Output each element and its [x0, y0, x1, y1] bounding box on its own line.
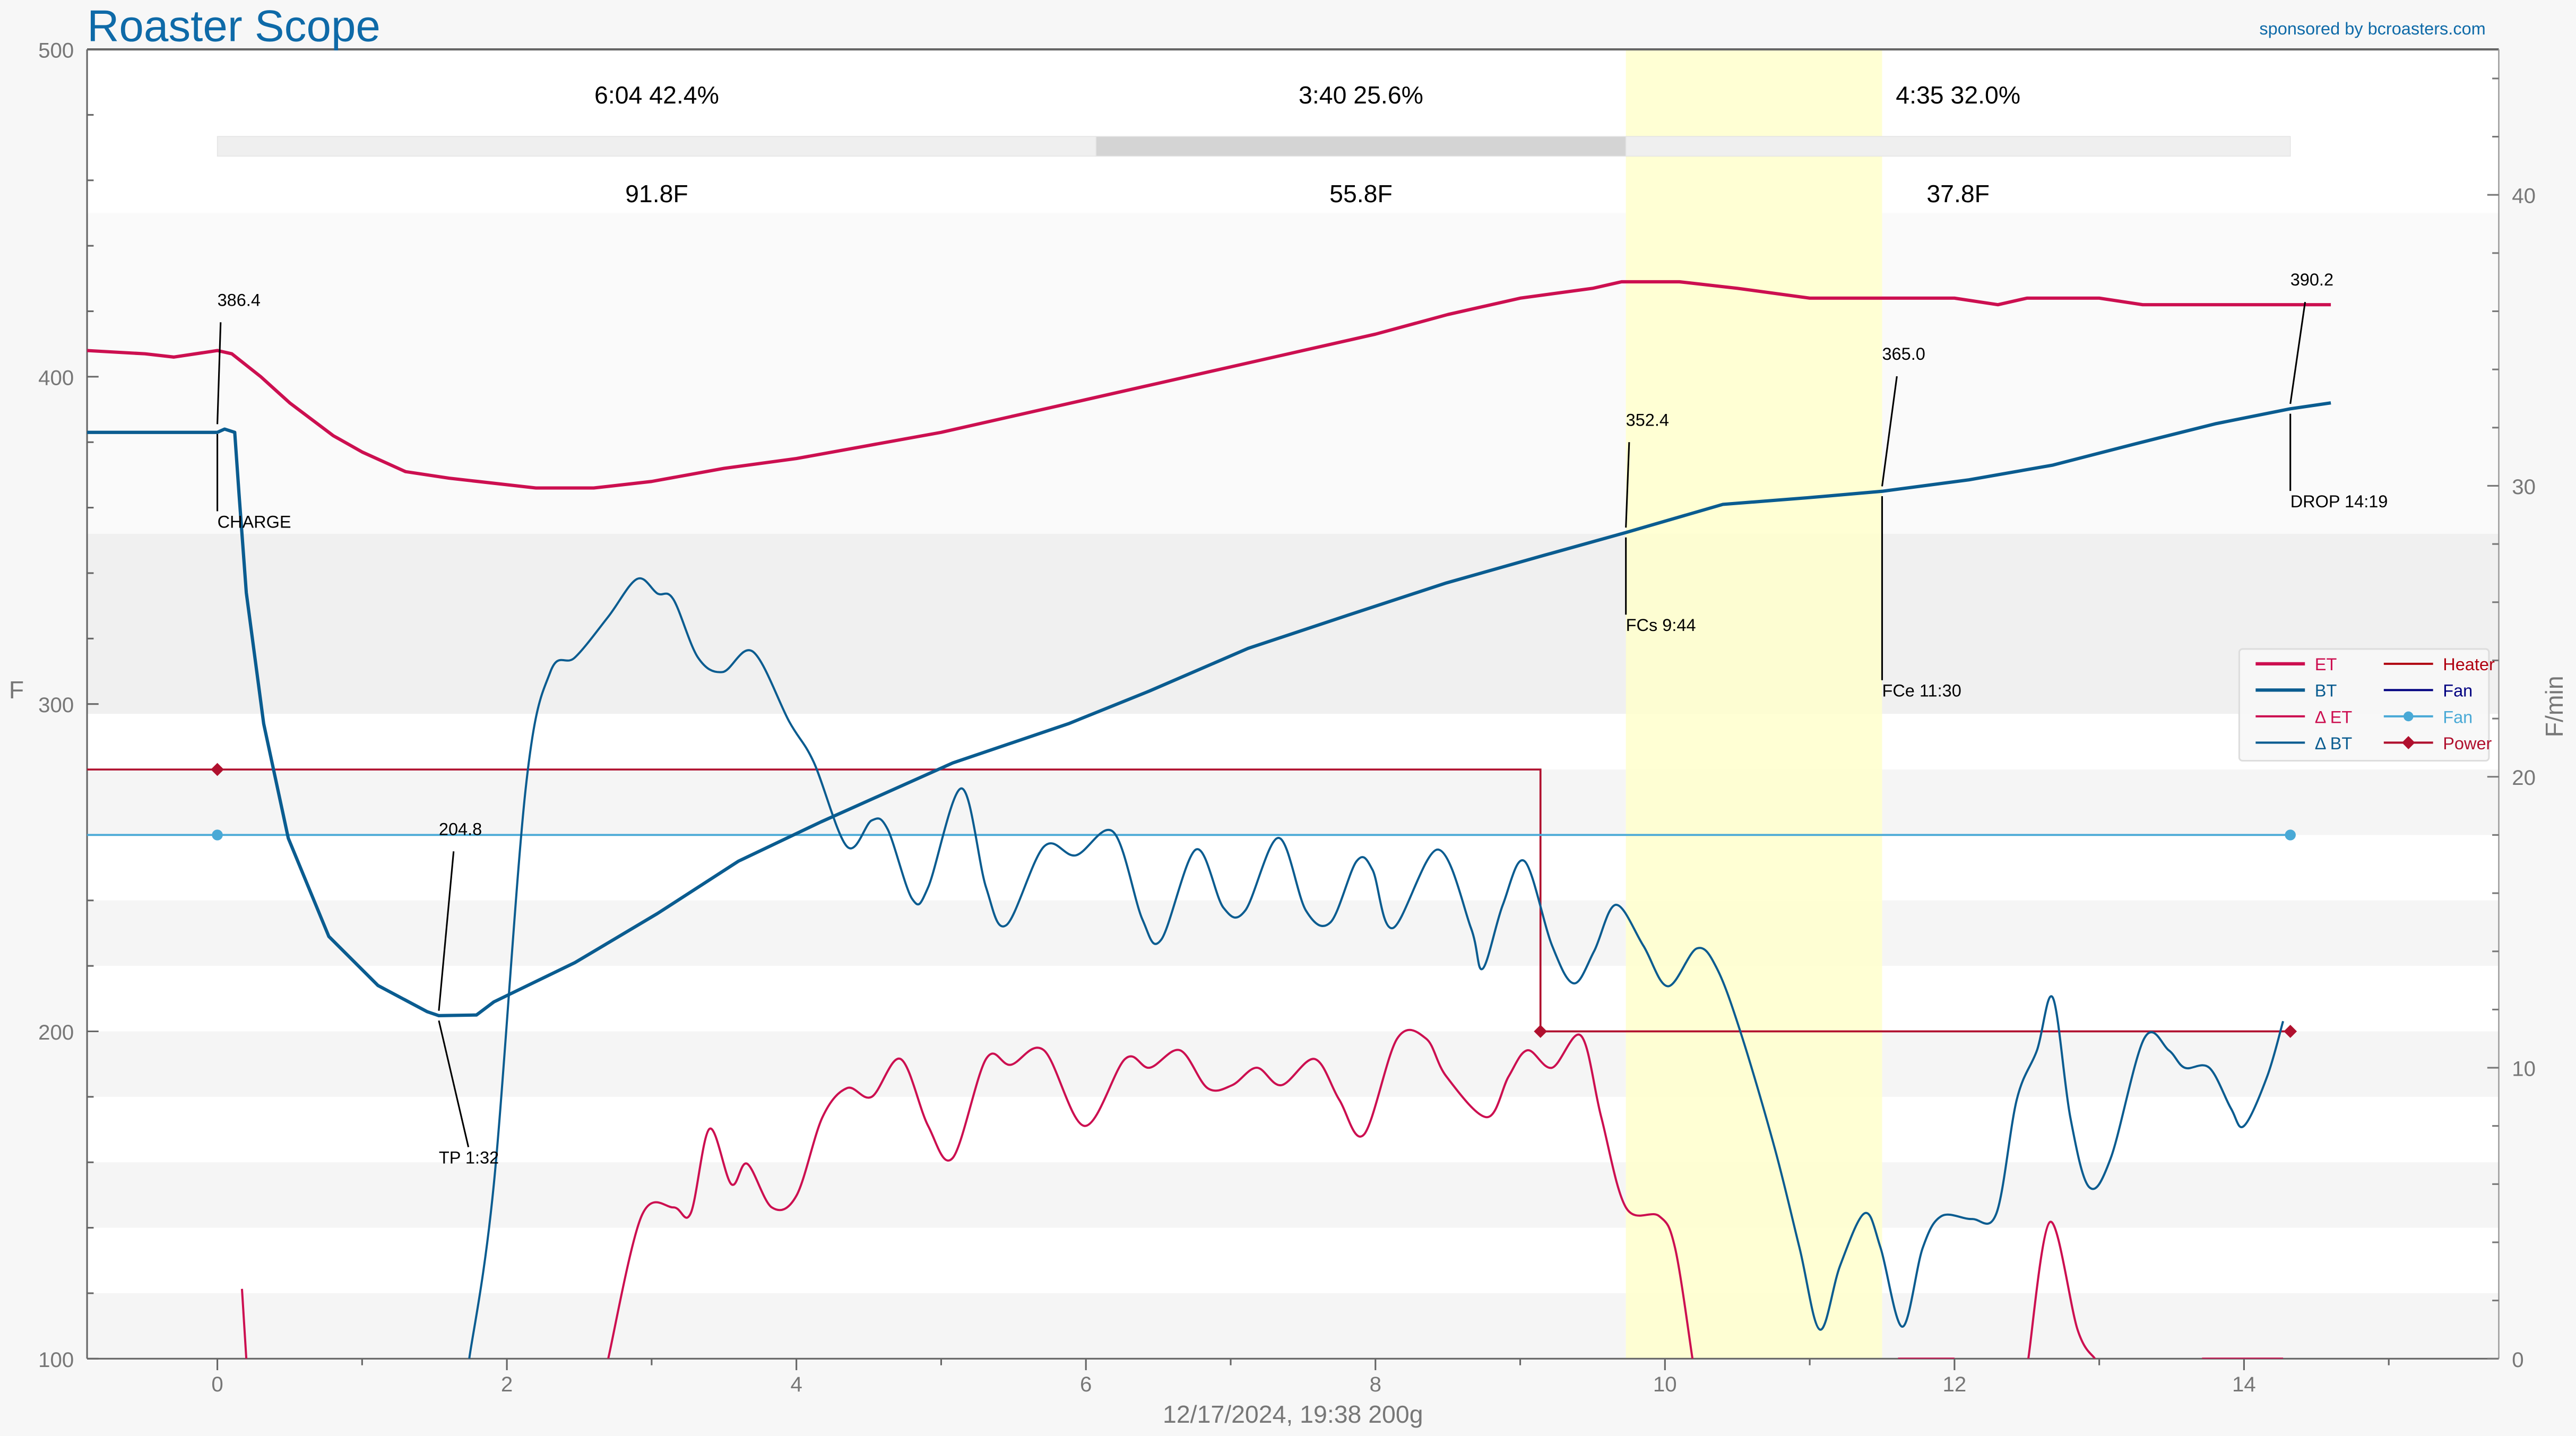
legend-box	[2238, 648, 2490, 762]
event-label-fce: FCe 11:30	[1882, 681, 1961, 700]
y2-tick-label: 10	[2512, 1057, 2536, 1081]
phase-bar: 6:04 42.4% 91.8F 3:40 25.6% 55.8F 4:35 32.0%…	[217, 81, 2291, 207]
event-label-tp: TP 1:32	[439, 1148, 499, 1167]
y2-tick-label: 40	[2512, 184, 2536, 208]
fan-marker	[212, 829, 223, 841]
x-tick-label: 10	[1653, 1372, 1677, 1396]
legend-entry-label[interactable]: Fan	[2443, 681, 2473, 700]
annotation-leader-line	[438, 851, 455, 1011]
phase-time-label: 3:40 25.6%	[1299, 81, 1423, 109]
x-tick-label: 8	[1370, 1372, 1381, 1396]
heater-power-line	[87, 768, 2290, 1033]
event-value-label: 365.0	[1882, 344, 1925, 364]
app-title: Roaster Scope	[87, 1, 381, 51]
series-line-bt	[87, 401, 2331, 1017]
phase-time-label: 6:04 42.4%	[594, 81, 719, 109]
phase-segment	[1625, 136, 2291, 157]
annotation-leader-line	[438, 1020, 470, 1147]
y2-tick-label: 20	[2512, 766, 2536, 790]
plot-background	[87, 49, 2499, 1359]
y-axis-label: F	[9, 676, 24, 704]
background-band	[87, 213, 2499, 534]
x-tick-label: 0	[211, 1372, 223, 1396]
x-axis-caption: 12/17/2024, 19:38 200g	[1163, 1400, 1423, 1428]
legend-entry-label[interactable]: Δ BT	[2315, 734, 2353, 753]
x-tick-label: 12	[1942, 1372, 1966, 1396]
series-line-et	[2027, 1221, 2096, 1359]
legend[interactable]: ET BT Δ ET Δ BT Heater Fan Fan Power	[2238, 648, 2495, 762]
legend-entry-label[interactable]: Fan	[2443, 707, 2473, 726]
y2-axis-label: F/min	[2540, 676, 2568, 737]
event-label-drop: DROP 14:19	[2290, 492, 2388, 511]
annotation-leader-line	[1625, 442, 1630, 528]
first-crack-highlight	[1626, 49, 1882, 1359]
phase-delta-label: 91.8F	[625, 180, 688, 207]
series-line-et	[87, 280, 2331, 490]
x-tick-label: 14	[2232, 1372, 2256, 1396]
event-value-label: 352.4	[1626, 410, 1669, 429]
background-band	[87, 900, 2499, 966]
annotation-leader-line	[217, 322, 222, 425]
y-tick-label: 500	[38, 39, 74, 63]
x-tick-label: 2	[501, 1372, 513, 1396]
power-marker	[2284, 1025, 2297, 1038]
y2-tick-label: 30	[2512, 475, 2536, 499]
event-value-label: 390.2	[2290, 270, 2333, 289]
series-line-et	[607, 1028, 1694, 1359]
legend-dot-marker	[2403, 711, 2414, 722]
event-annotations: 386.4 CHARGE 204.8 TP 1:32 352.4 FCs 9:44 365.…	[217, 270, 2388, 1167]
y-tick-label: 400	[38, 366, 74, 390]
background-band	[87, 1293, 2499, 1359]
legend-entry-label[interactable]: Heater	[2443, 655, 2495, 674]
event-value-label: 204.8	[439, 819, 482, 838]
x-tick-label: 6	[1080, 1372, 1092, 1396]
y-tick-label: 100	[38, 1348, 74, 1372]
y-tick-label: 300	[38, 693, 74, 717]
legend-entry-label[interactable]: Δ ET	[2315, 707, 2353, 726]
background-band	[87, 769, 2499, 835]
y-tick-label: 200	[38, 1020, 74, 1044]
background-band	[87, 1162, 2499, 1228]
background-band	[87, 533, 2499, 714]
y2-tick-label: 0	[2512, 1348, 2523, 1372]
fan-marker	[2285, 829, 2296, 841]
sponsor-link[interactable]: sponsored by bcroasters.com	[2259, 19, 2485, 38]
phase-delta-label: 55.8F	[1329, 180, 1393, 207]
series-line-et	[240, 1288, 248, 1359]
annotation-leader-line	[1881, 376, 1898, 487]
phase-segment	[217, 136, 1097, 157]
phase-time-label: 4:35 32.0%	[1896, 81, 2020, 109]
event-label-charge: CHARGE	[218, 512, 291, 531]
phase-segment	[1095, 136, 1627, 157]
phase-delta-label: 37.8F	[1926, 180, 1990, 207]
event-label-fcs: FCs 9:44	[1626, 616, 1696, 635]
legend-entry-label[interactable]: ET	[2315, 655, 2337, 674]
x-tick-label: 4	[790, 1372, 802, 1396]
annotation-leader-line	[2289, 301, 2306, 404]
legend-entry-label[interactable]: Power	[2443, 734, 2492, 753]
event-value-label: 386.4	[218, 290, 261, 309]
legend-entry-label[interactable]: BT	[2315, 681, 2337, 700]
background-band	[87, 1031, 2499, 1097]
legend-diamond-marker	[2401, 736, 2415, 749]
series-line-bt	[468, 577, 2285, 1359]
